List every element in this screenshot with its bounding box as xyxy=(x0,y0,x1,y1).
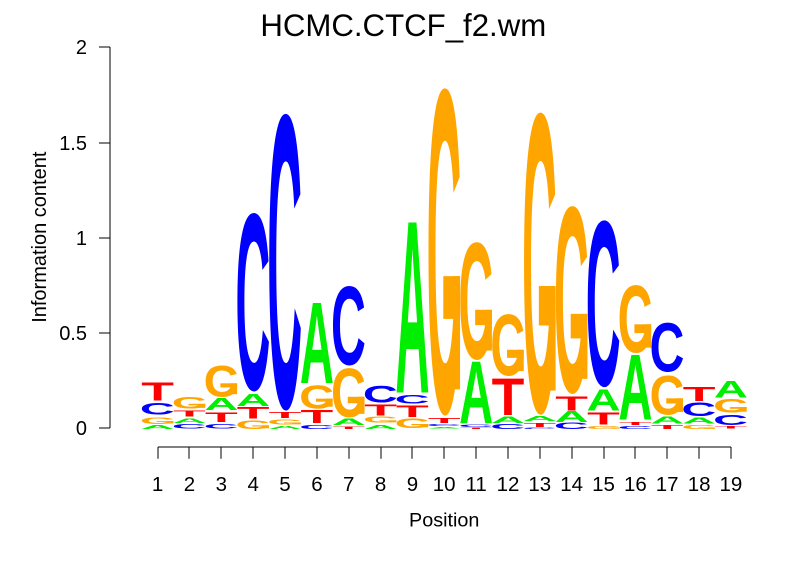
svg-text:T: T xyxy=(460,427,493,429)
svg-text:13: 13 xyxy=(528,473,551,496)
svg-text:T: T xyxy=(173,410,206,419)
svg-text:15: 15 xyxy=(592,473,615,496)
svg-text:19: 19 xyxy=(719,473,742,496)
svg-text:C: C xyxy=(522,427,557,429)
svg-text:C: C xyxy=(554,421,589,431)
svg-text:C: C xyxy=(618,425,653,430)
svg-text:C: C xyxy=(586,425,621,430)
svg-text:A: A xyxy=(141,424,175,430)
svg-text:7: 7 xyxy=(343,473,354,496)
svg-text:A: A xyxy=(268,425,302,430)
svg-text:18: 18 xyxy=(688,473,711,496)
svg-text:A: A xyxy=(427,427,461,429)
svg-text:4: 4 xyxy=(247,473,258,496)
svg-text:A: A xyxy=(523,415,557,423)
svg-text:C: C xyxy=(427,424,462,427)
svg-text:5: 5 xyxy=(279,473,290,496)
svg-text:A: A xyxy=(682,416,716,425)
svg-text:A: A xyxy=(364,424,398,430)
svg-text:C: C xyxy=(522,26,557,502)
svg-text:12: 12 xyxy=(497,473,520,496)
svg-text:Information content: Information content xyxy=(29,151,51,323)
svg-text:C: C xyxy=(427,0,462,510)
svg-text:16: 16 xyxy=(624,473,647,496)
svg-text:1: 1 xyxy=(152,473,163,496)
svg-text:T: T xyxy=(332,425,365,429)
svg-text:0: 0 xyxy=(76,418,87,440)
svg-text:C: C xyxy=(363,416,398,425)
svg-text:C: C xyxy=(235,418,270,431)
svg-text:C: C xyxy=(140,399,175,418)
svg-text:HCMC.CTCF_f2.wm: HCMC.CTCF_f2.wm xyxy=(260,8,546,43)
svg-text:C: C xyxy=(490,422,525,430)
svg-text:T: T xyxy=(715,425,748,429)
svg-text:11: 11 xyxy=(465,473,486,496)
svg-text:10: 10 xyxy=(433,473,456,496)
svg-text:8: 8 xyxy=(375,473,386,496)
svg-text:C: C xyxy=(395,416,430,431)
svg-text:0.5: 0.5 xyxy=(59,323,87,345)
svg-text:2: 2 xyxy=(184,473,195,496)
svg-text:6: 6 xyxy=(311,473,322,496)
svg-text:C: C xyxy=(458,424,493,428)
svg-text:C: C xyxy=(204,423,239,430)
svg-text:14: 14 xyxy=(560,473,583,496)
svg-text:C: C xyxy=(172,394,207,413)
svg-text:17: 17 xyxy=(656,473,679,496)
svg-text:C: C xyxy=(172,423,207,430)
svg-text:C: C xyxy=(299,424,334,430)
svg-text:3: 3 xyxy=(216,473,227,496)
svg-text:9: 9 xyxy=(407,473,418,496)
svg-text:1: 1 xyxy=(76,228,87,250)
svg-text:1.5: 1.5 xyxy=(59,133,87,155)
svg-text:Position: Position xyxy=(409,510,479,532)
svg-text:T: T xyxy=(651,424,684,430)
svg-text:2: 2 xyxy=(76,37,87,59)
svg-text:C: C xyxy=(681,424,716,430)
